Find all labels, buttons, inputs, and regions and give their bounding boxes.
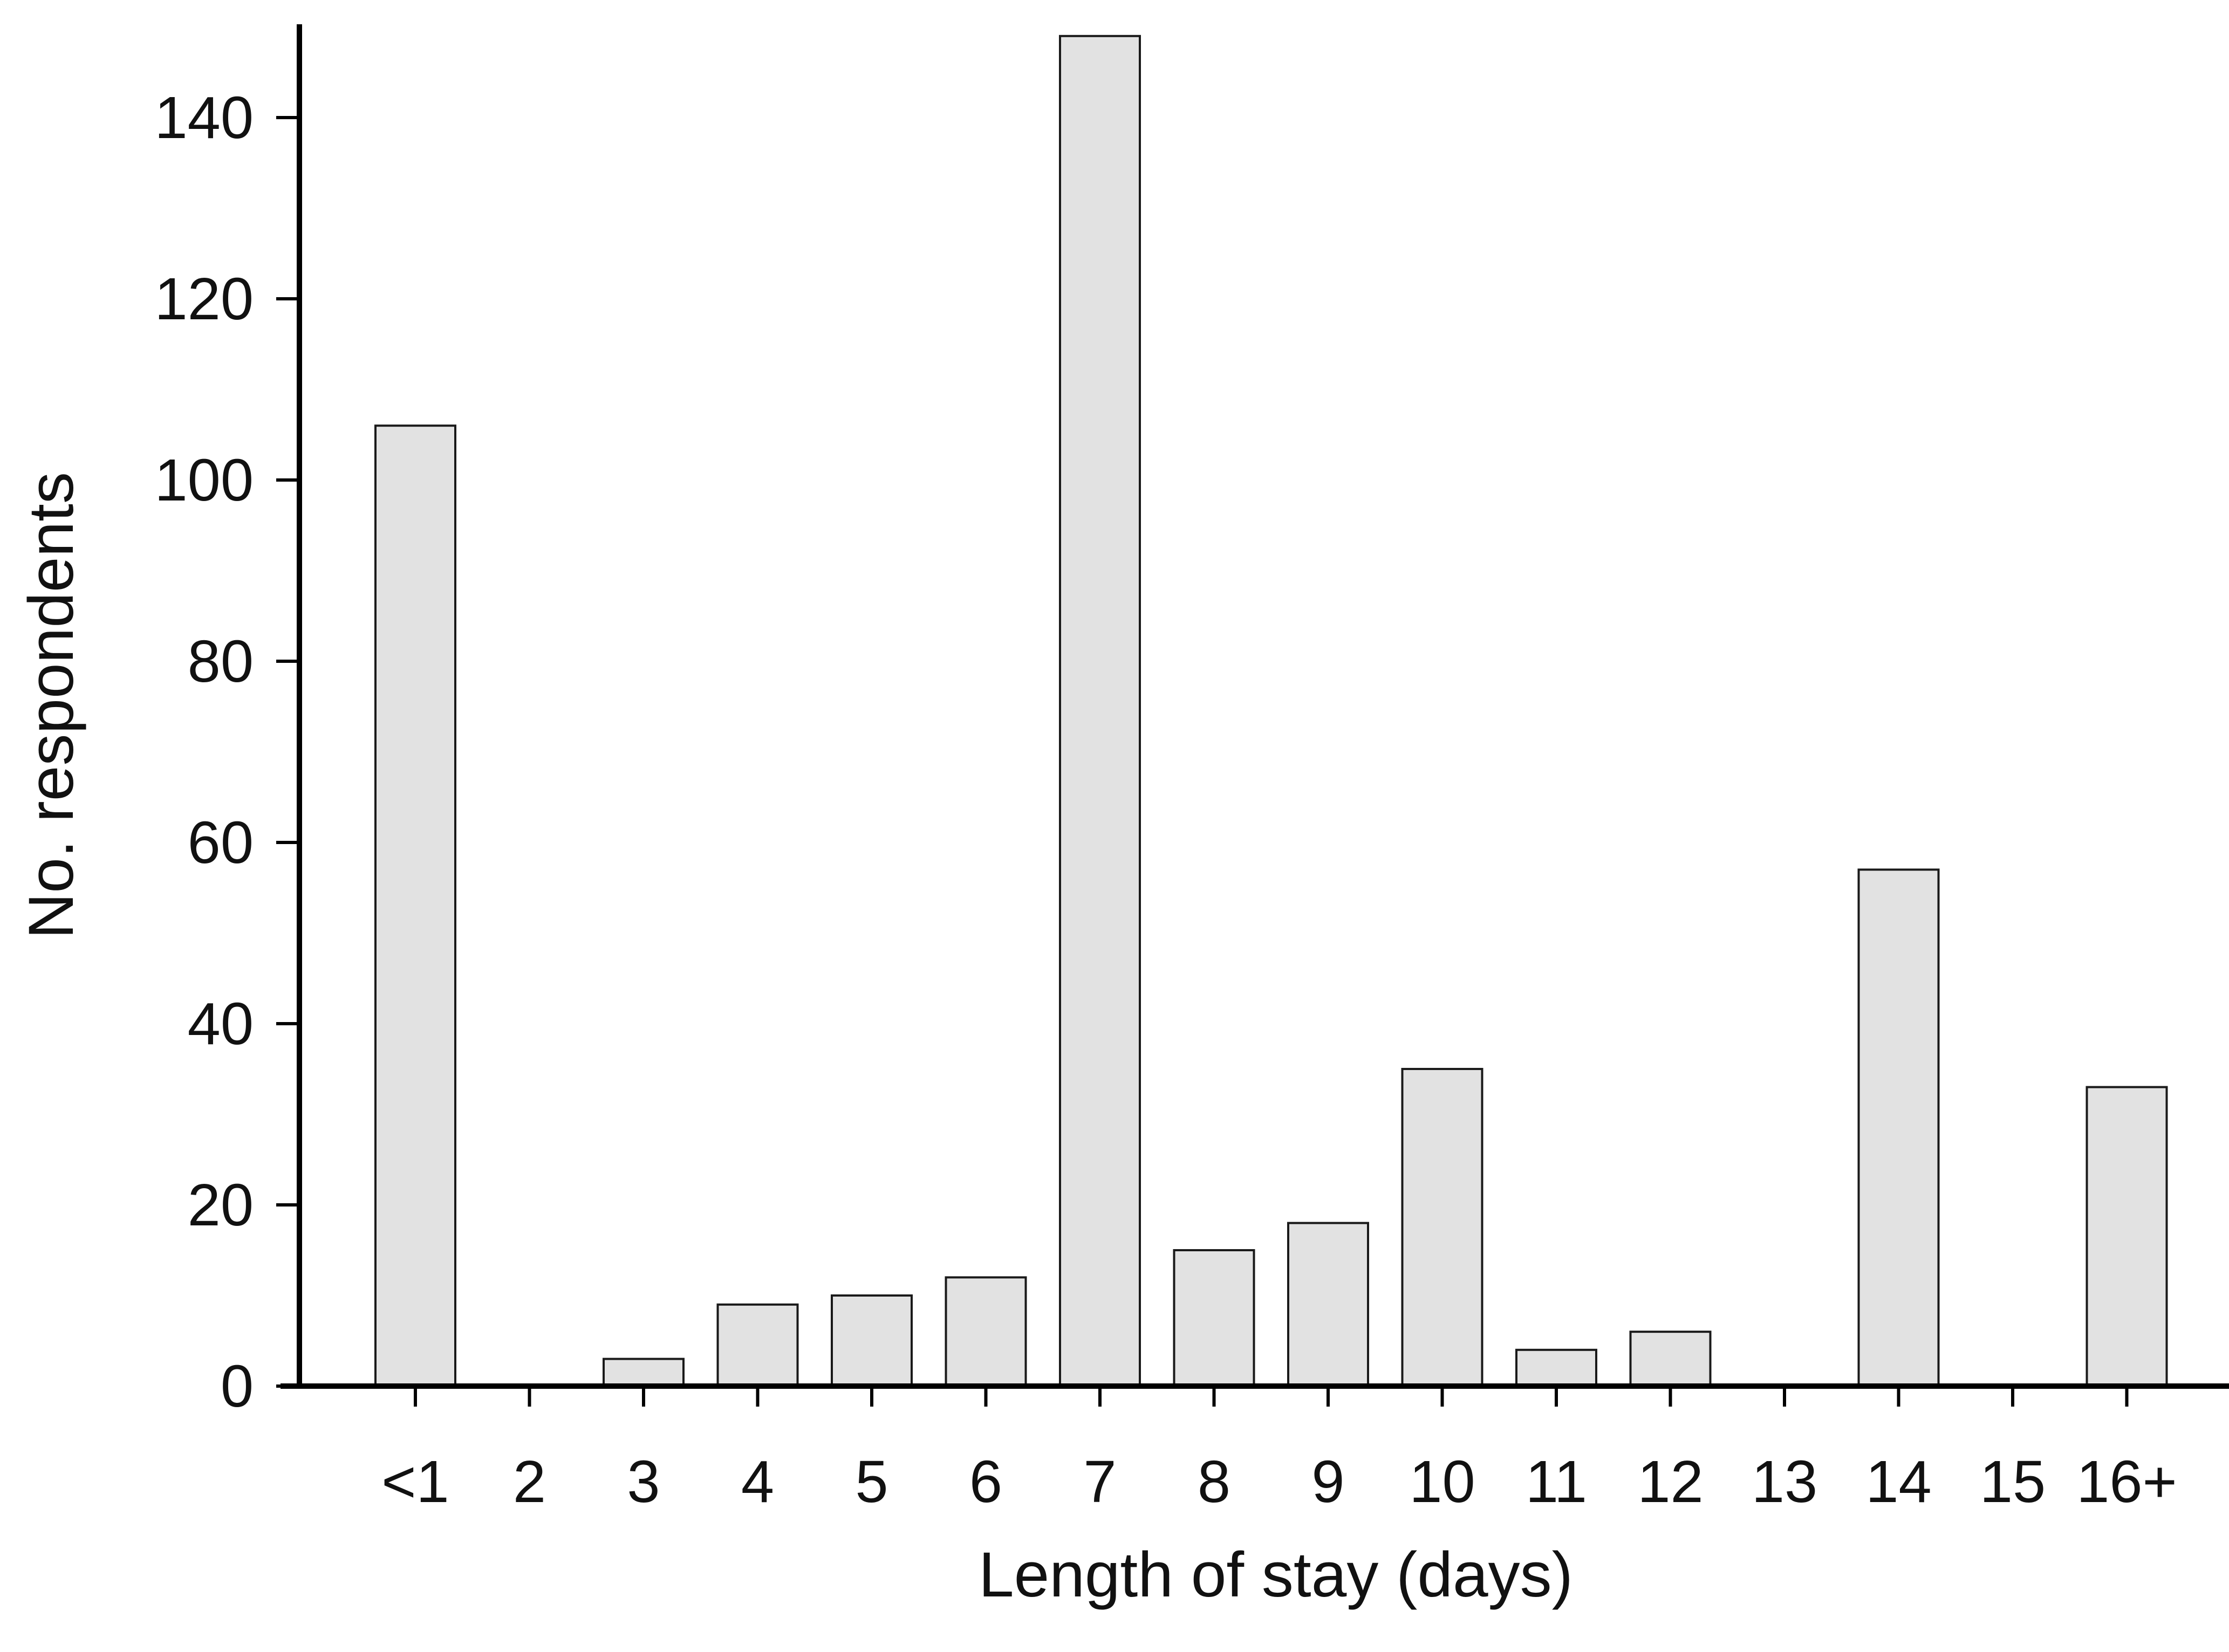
x-tick-label-8: 9 [1311,1449,1344,1515]
bar-2 [603,1358,685,1388]
bar-9 [1401,1068,1483,1387]
y-tick-label-3: 60 [188,810,254,876]
y-tick-label-6: 120 [154,266,254,332]
x-tick-label-3: 4 [741,1449,774,1515]
x-tick-label-13: 14 [1865,1449,1931,1515]
y-ticks-group: 0 20 40 60 80 100 120 140 [154,85,299,1420]
y-tick-label-0: 0 [221,1353,254,1420]
bar-4 [831,1294,913,1387]
x-tick-label-11: 12 [1637,1449,1703,1515]
x-tick-label-10: 11 [1526,1449,1587,1515]
bar-6 [1059,35,1141,1387]
x-tick-label-14: 15 [1980,1449,2046,1515]
bar-5 [945,1276,1027,1387]
bar-13 [1857,868,1940,1387]
bar-11 [1629,1331,1712,1387]
x-axis-title: Length of stay (days) [979,1539,1573,1610]
x-tick-label-12: 13 [1752,1449,1817,1515]
x-tick-label-9: 10 [1409,1449,1475,1515]
x-ticks-group: <1 2 3 4 5 6 7 8 9 10 11 12 13 14 15 16+ [381,1386,2177,1515]
y-tick-label-2: 40 [188,991,254,1057]
bars-group [374,35,2168,1388]
x-tick-label-7: 8 [1198,1449,1230,1515]
x-tick-label-0: <1 [381,1449,449,1515]
bar-15 [2086,1086,2168,1387]
x-tick-label-5: 6 [969,1449,1002,1515]
bar-10 [1515,1348,1597,1388]
bar-3 [716,1303,799,1388]
bar-7 [1173,1249,1255,1387]
y-tick-label-1: 20 [188,1172,254,1238]
y-tick-label-7: 140 [154,85,254,151]
bar-0 [374,424,456,1388]
y-tick-label-4: 80 [188,628,254,695]
y-axis-title: No. respondents [16,472,87,939]
x-tick-label-2: 3 [627,1449,660,1515]
x-tick-label-15: 16+ [2076,1449,2177,1515]
y-tick-label-5: 100 [154,447,254,513]
x-tick-label-1: 2 [513,1449,546,1515]
x-tick-label-4: 5 [855,1449,888,1515]
x-tick-label-6: 7 [1083,1449,1116,1515]
bar-8 [1287,1222,1369,1388]
